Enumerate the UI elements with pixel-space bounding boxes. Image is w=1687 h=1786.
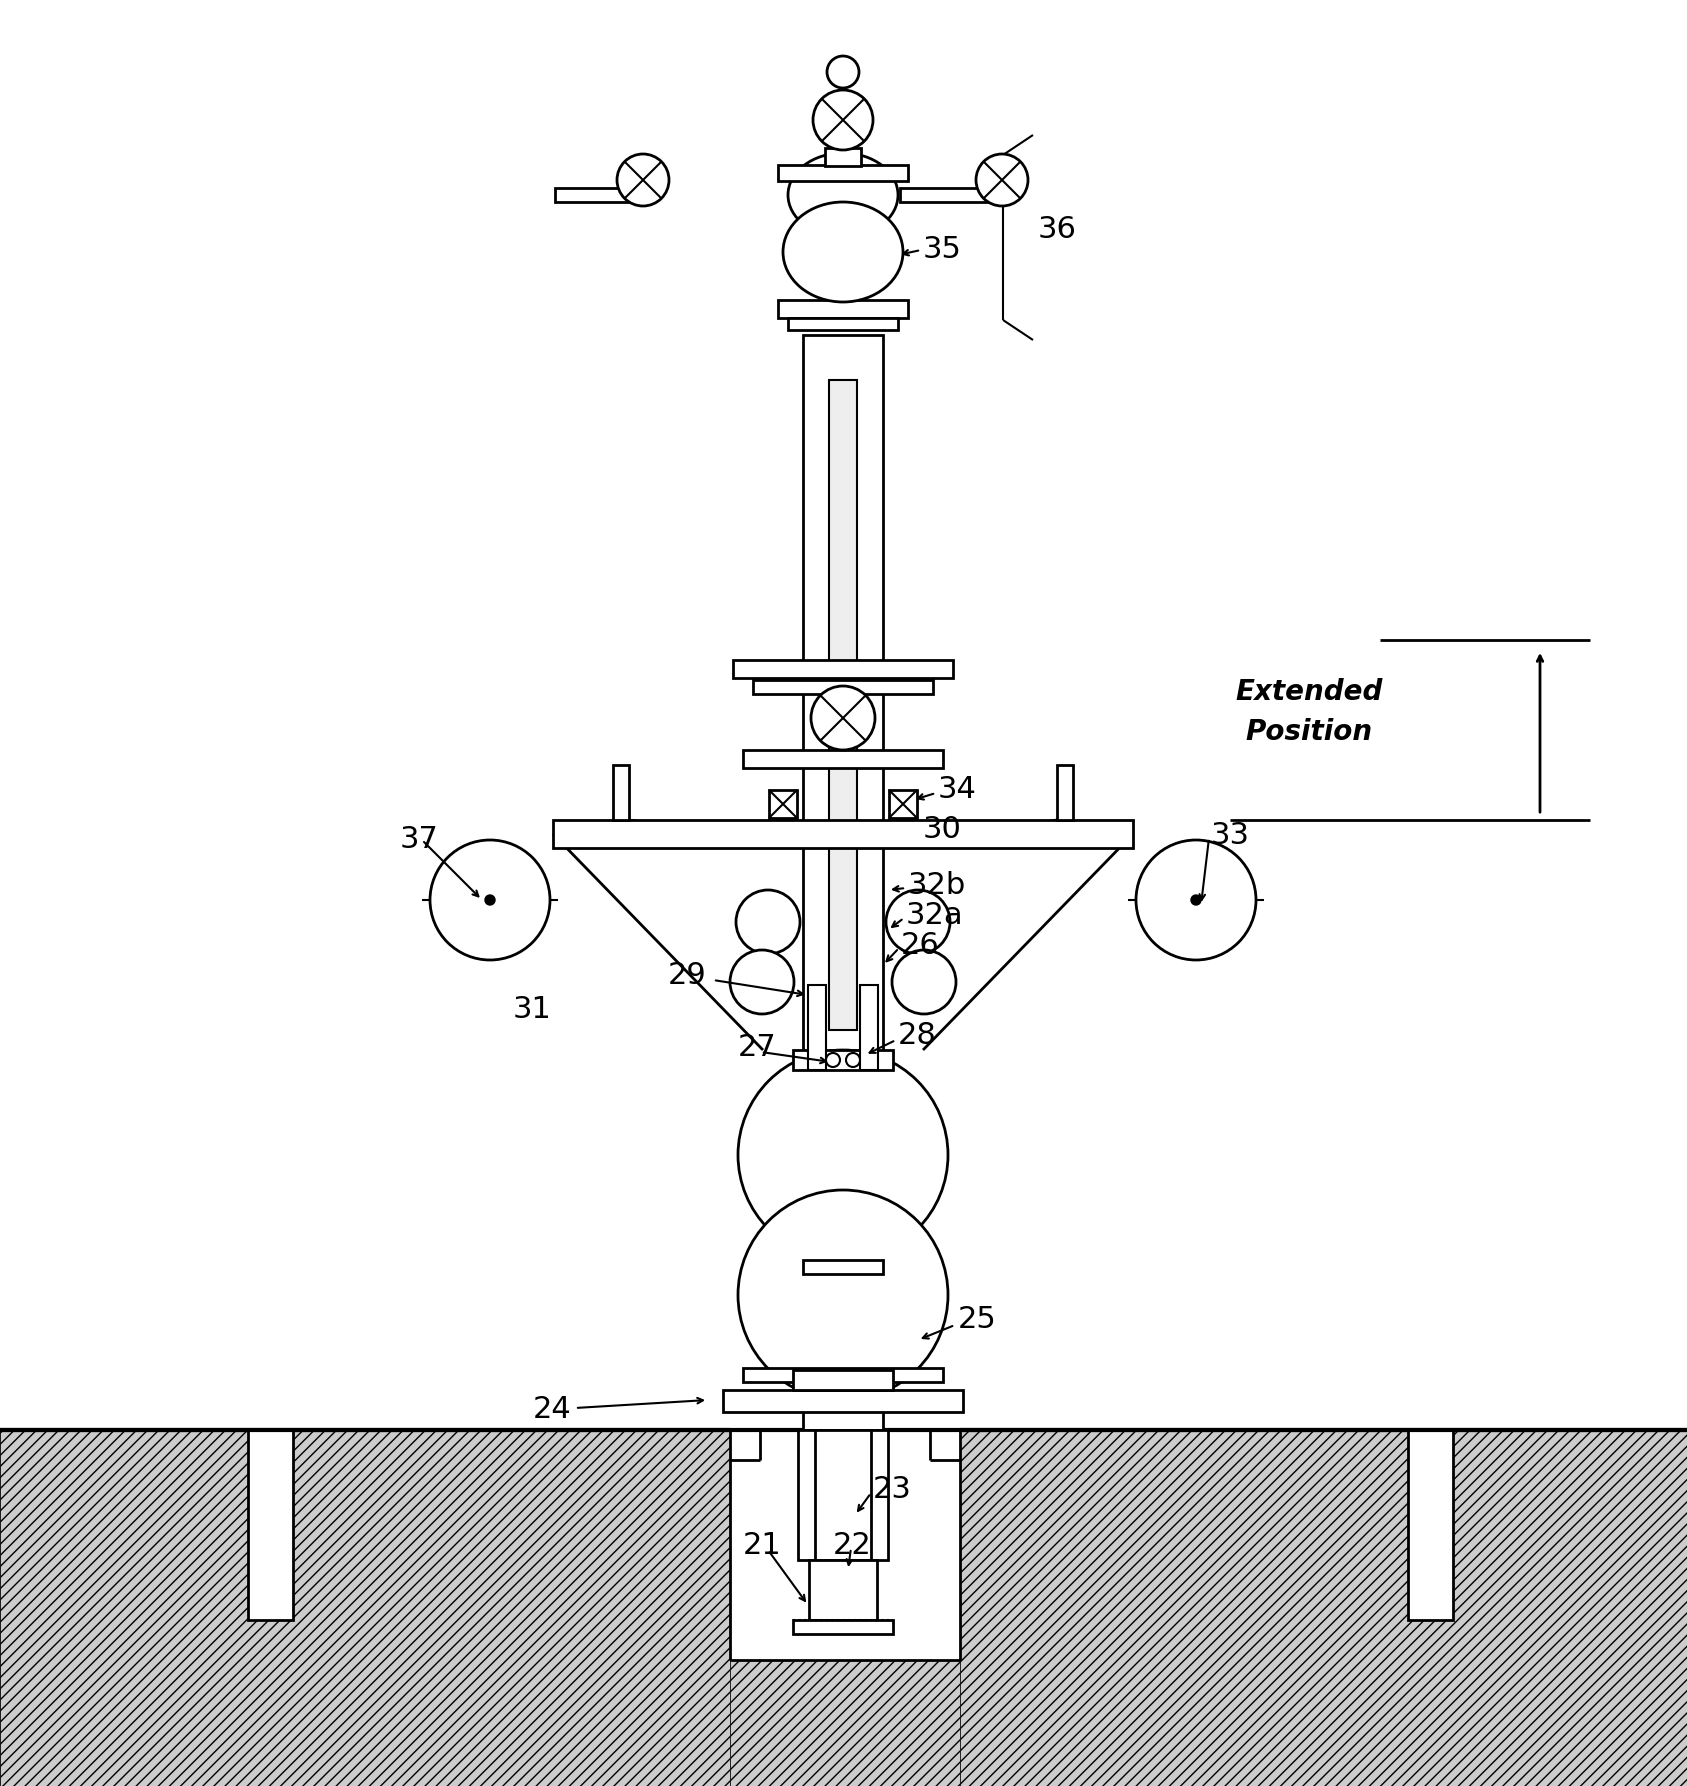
Bar (825, 148, 860, 166)
Bar (555, 188, 649, 202)
Polygon shape (882, 820, 1073, 848)
Bar (828, 380, 857, 1031)
Bar (798, 1431, 887, 1559)
Text: 28: 28 (897, 1020, 936, 1050)
Bar (732, 661, 953, 679)
Bar (788, 318, 897, 330)
Bar (612, 764, 629, 820)
Bar (769, 789, 796, 818)
Bar (899, 188, 995, 202)
Text: 21: 21 (742, 1531, 781, 1559)
Bar (815, 1431, 870, 1559)
Circle shape (730, 950, 795, 1014)
Bar (793, 1370, 892, 1390)
Bar (730, 1659, 960, 1786)
Text: 30: 30 (923, 816, 962, 845)
Bar (810, 1559, 877, 1620)
Bar (742, 750, 943, 768)
Text: 37: 37 (400, 825, 439, 854)
Bar (752, 680, 933, 695)
Circle shape (845, 1054, 860, 1066)
Text: 24: 24 (533, 1395, 572, 1425)
Ellipse shape (783, 202, 903, 302)
Bar (778, 164, 908, 180)
Circle shape (811, 686, 876, 750)
Circle shape (977, 154, 1027, 205)
Text: Extended: Extended (1235, 679, 1382, 705)
Text: 32b: 32b (908, 870, 967, 900)
Text: 26: 26 (901, 931, 940, 959)
Bar (860, 986, 877, 1070)
Bar (730, 1431, 960, 1659)
Bar (724, 1390, 963, 1413)
Circle shape (736, 889, 800, 954)
Circle shape (827, 1054, 840, 1066)
Circle shape (737, 1189, 948, 1400)
Bar (1409, 1431, 1453, 1620)
Text: 33: 33 (1211, 820, 1250, 850)
Ellipse shape (788, 154, 897, 238)
Circle shape (827, 55, 859, 88)
Text: 31: 31 (513, 995, 552, 1025)
Circle shape (737, 1050, 948, 1259)
Text: 23: 23 (872, 1475, 913, 1504)
Circle shape (892, 950, 957, 1014)
Text: 36: 36 (1038, 216, 1076, 245)
Bar (889, 789, 918, 818)
Text: 35: 35 (923, 236, 962, 264)
Text: 29: 29 (668, 961, 707, 989)
Bar (1058, 764, 1073, 820)
Text: 32a: 32a (906, 900, 963, 929)
Circle shape (1191, 895, 1201, 906)
Bar (793, 1050, 892, 1070)
Circle shape (484, 895, 494, 906)
Bar (803, 336, 882, 1431)
Bar (0, 1431, 730, 1786)
Text: 34: 34 (938, 775, 977, 804)
Bar (778, 300, 908, 318)
Text: 22: 22 (833, 1531, 872, 1559)
Bar (808, 986, 827, 1070)
Circle shape (430, 839, 550, 961)
Circle shape (617, 154, 670, 205)
Text: 27: 27 (737, 1034, 776, 1063)
Bar (0, 1431, 1687, 1786)
Bar (803, 1259, 882, 1273)
Bar (248, 1431, 294, 1620)
Bar (553, 820, 1134, 848)
Text: 25: 25 (958, 1306, 997, 1334)
Polygon shape (612, 820, 803, 848)
Bar (960, 1431, 1687, 1786)
Bar (793, 1620, 892, 1634)
Bar (742, 1368, 943, 1382)
Circle shape (1135, 839, 1257, 961)
Circle shape (813, 89, 872, 150)
Circle shape (886, 889, 950, 954)
Text: Position: Position (1245, 718, 1372, 747)
